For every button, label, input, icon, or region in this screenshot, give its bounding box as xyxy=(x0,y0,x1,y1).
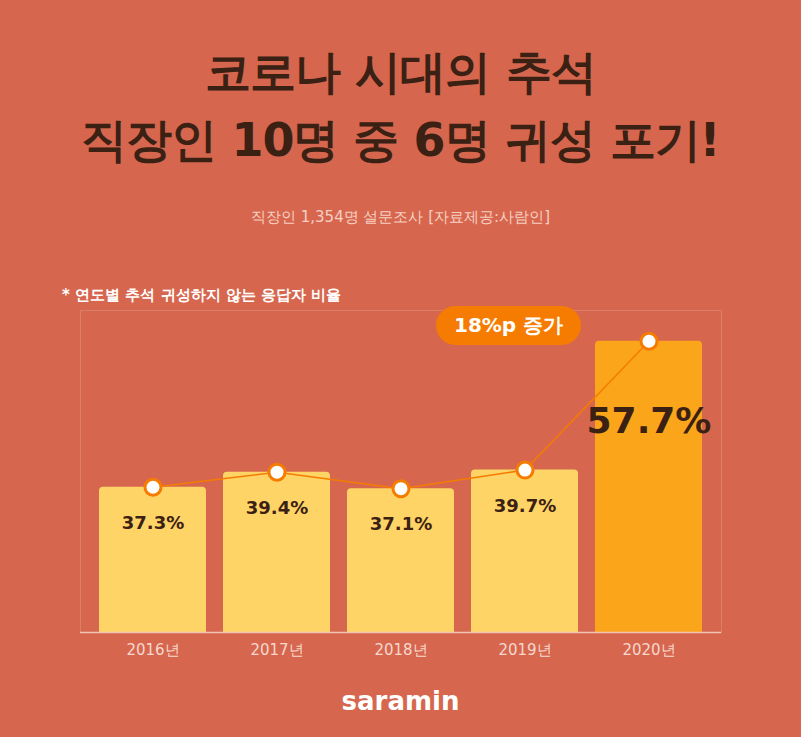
svg-text:2017년: 2017년 xyxy=(250,641,303,659)
html-text:직장인 10명 중 6명 귀성 포기!: 직장인 10명 중 6명 귀성 포기! xyxy=(81,113,720,167)
svg-text:37.1%: 37.1% xyxy=(370,513,432,534)
svg-text:57.7%: 57.7% xyxy=(587,400,712,441)
html-text:코로나 시대의 추석: 코로나 시대의 추석 xyxy=(205,45,596,99)
svg-text:2020년: 2020년 xyxy=(622,641,675,659)
html-text:18%p 증가: 18%p 증가 xyxy=(454,313,564,337)
svg-text:39.7%: 39.7% xyxy=(494,495,556,516)
svg-text:39.4%: 39.4% xyxy=(246,497,308,518)
html-text:* 연도별 추석 귀성하지 않는 응답자 비율: * 연도별 추석 귀성하지 않는 응답자 비율 xyxy=(62,286,342,304)
html-text:saramin: saramin xyxy=(341,686,460,716)
html-text:직장인 1,354명 설문조사 [자료제공:사람인]: 직장인 1,354명 설문조사 [자료제공:사람인] xyxy=(251,208,550,226)
svg-text:2016년: 2016년 xyxy=(126,641,179,659)
svg-text:2019년: 2019년 xyxy=(498,641,551,659)
svg-text:37.3%: 37.3% xyxy=(122,512,184,533)
svg-text:2018년: 2018년 xyxy=(374,641,427,659)
